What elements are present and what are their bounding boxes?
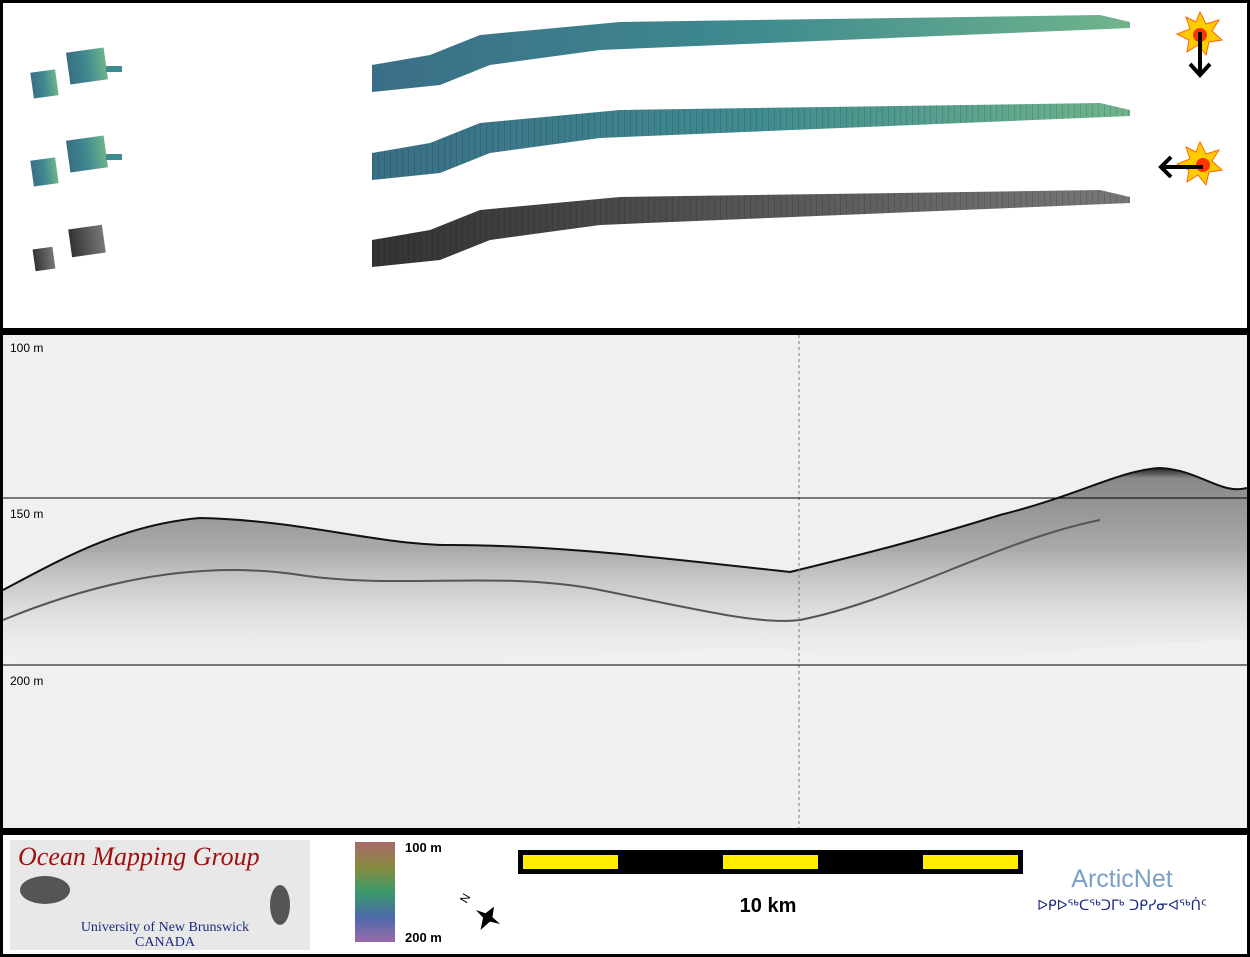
- map-panel: [3, 3, 1247, 328]
- sun-icon: [1158, 140, 1224, 187]
- seafloor-echo: [3, 468, 1247, 674]
- swath: [30, 157, 59, 187]
- sub-bottom-reflector: [2, 519, 1101, 622]
- swath-row: [32, 190, 1130, 272]
- swath: [65, 47, 109, 85]
- swath: [65, 135, 109, 173]
- swath: [68, 224, 106, 258]
- depth-label: 100 m: [10, 341, 43, 355]
- scale-label: 10 km: [740, 895, 797, 917]
- sun-icon: [1175, 10, 1224, 78]
- swaths: [30, 15, 1130, 272]
- logo-country: CANADA: [135, 935, 196, 950]
- swath-row: [30, 103, 1130, 187]
- colorbar-label: 100 m: [405, 840, 442, 855]
- swath: [30, 69, 59, 99]
- logo-image: [20, 876, 70, 904]
- colorbar-label: 200 m: [405, 930, 442, 945]
- depth-label: 150 m: [10, 507, 43, 521]
- swath-texture: [372, 190, 1130, 267]
- logo-title: Ocean Mapping Group: [18, 842, 260, 871]
- swath: [372, 15, 1130, 92]
- seafloor-line: [2, 466, 1248, 591]
- scale-bar: [518, 850, 1023, 874]
- arcticnet-syllabics: ᐅᑭᐅᖅᑕᖅᑐᒥᒃ ᑐᑭᓯᓂᐊᖅᑏᑦ: [1037, 897, 1207, 914]
- arcticnet-name: ArcticNet: [1071, 865, 1172, 893]
- logo-image: [270, 885, 290, 925]
- swath-texture: [372, 103, 1130, 180]
- swath: [32, 246, 56, 272]
- depth-label: 200 m: [10, 674, 43, 688]
- swath: [106, 154, 122, 160]
- logo-university: University of New Brunswick: [81, 920, 249, 935]
- swath-row: [30, 15, 1130, 99]
- colorbar: [355, 842, 395, 942]
- swath: [106, 66, 122, 72]
